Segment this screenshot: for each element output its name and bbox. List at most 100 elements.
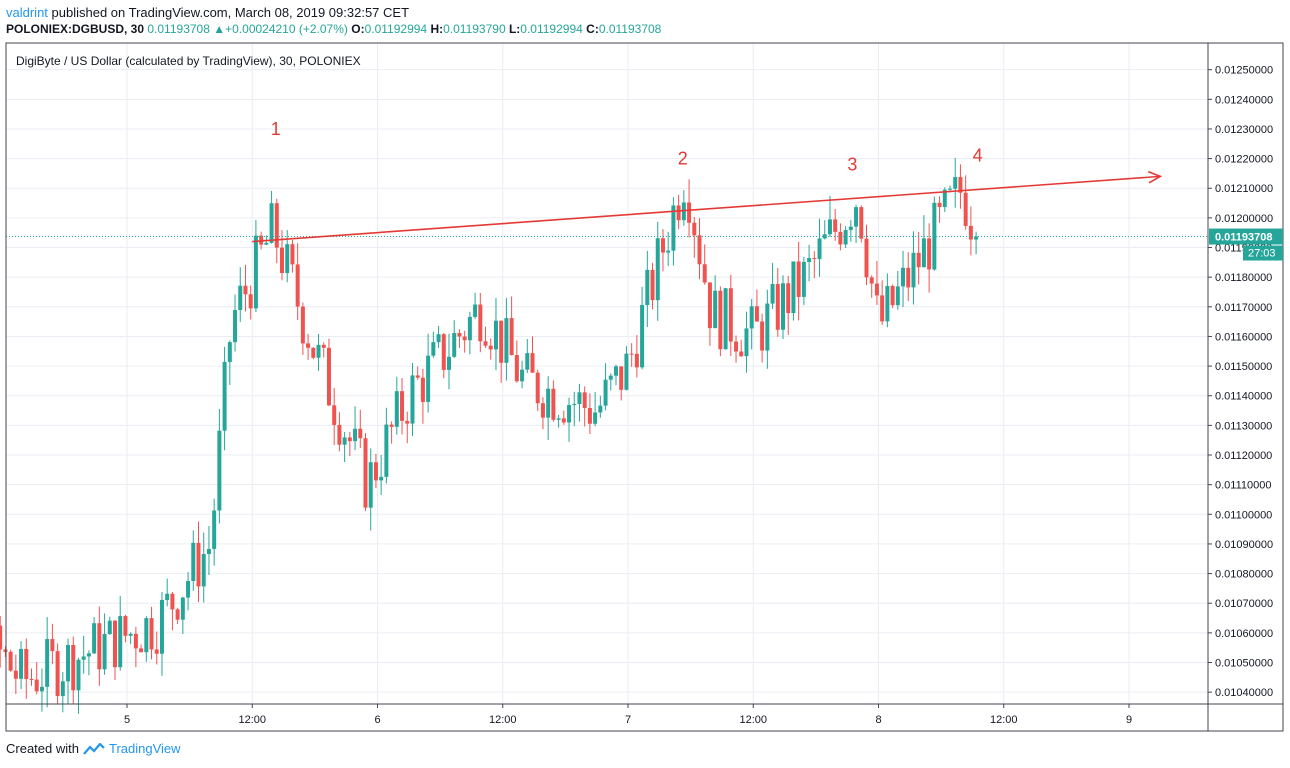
candle-body	[128, 633, 133, 636]
candle	[535, 369, 540, 411]
candle	[561, 410, 566, 425]
candle-body	[838, 231, 843, 245]
candle-body	[29, 678, 34, 680]
tradingview-brand-link[interactable]: TradingView	[108, 741, 181, 756]
candle-body	[895, 286, 900, 306]
candle-body	[692, 222, 697, 236]
candle	[326, 338, 331, 407]
candle-body	[243, 285, 248, 295]
candle-body	[848, 226, 853, 231]
candle-body	[702, 264, 707, 283]
candle-body	[807, 258, 812, 262]
candle-body	[530, 353, 535, 373]
candle	[937, 196, 942, 223]
candle	[363, 433, 368, 511]
candle	[405, 411, 410, 444]
candle	[133, 626, 138, 668]
candle	[206, 526, 211, 576]
candle	[974, 231, 979, 255]
candle	[139, 644, 144, 653]
candle-body	[718, 290, 723, 350]
candle-body	[133, 633, 138, 649]
candle-body	[191, 542, 196, 582]
candle	[572, 391, 577, 427]
candle	[655, 221, 660, 321]
candle	[874, 260, 879, 305]
candle	[66, 638, 71, 704]
price-tick-label: 0.01210000	[1215, 183, 1273, 195]
candle-body	[739, 351, 744, 357]
candle	[34, 662, 39, 695]
candle-body	[859, 207, 864, 239]
candle-body	[556, 418, 561, 420]
candle	[520, 360, 525, 389]
time-tick-label: 12:00	[489, 714, 517, 726]
candle-body	[238, 285, 243, 310]
candle	[180, 596, 185, 634]
candle	[540, 397, 545, 430]
candle-body	[671, 205, 676, 251]
candle-body	[8, 651, 13, 671]
candle	[227, 340, 232, 385]
candle	[660, 229, 665, 272]
candles	[0, 157, 979, 714]
candle	[55, 643, 60, 705]
candle	[295, 243, 300, 321]
candle-body	[504, 318, 509, 363]
candle-body	[86, 653, 91, 657]
candle-body	[796, 261, 801, 297]
candle-body	[942, 189, 947, 208]
candle	[71, 636, 76, 705]
candle	[107, 616, 112, 635]
candle-body	[874, 283, 879, 296]
candle-body	[974, 236, 979, 240]
candle	[337, 412, 342, 452]
candle	[901, 250, 906, 308]
candle	[864, 224, 869, 286]
candle-body	[587, 407, 592, 424]
price-tick-label: 0.01070000	[1215, 598, 1273, 610]
candle	[441, 332, 446, 379]
candle	[593, 391, 598, 427]
candle-body	[921, 238, 926, 268]
price-chart[interactable]: 1 2 3 4 DigiByte / US Dollar (calculated by…	[0, 0, 1290, 740]
candle	[650, 262, 655, 310]
candle-body	[118, 616, 123, 668]
candle	[582, 386, 587, 427]
candle-body	[0, 625, 3, 650]
candle	[13, 654, 18, 695]
annotation-label: 2	[678, 149, 688, 169]
candle	[493, 297, 498, 371]
candle-body	[561, 418, 566, 423]
candle	[473, 292, 478, 320]
candle-body	[660, 238, 665, 253]
candle	[556, 414, 561, 428]
high-label: H:	[430, 22, 444, 36]
time-axis[interactable]: 5 12:00 6 12:00 7 12:00 8 12:00 9	[124, 704, 1132, 726]
candle-body	[347, 437, 352, 442]
candle	[927, 223, 932, 293]
author-link[interactable]: valdrint	[6, 5, 48, 20]
candle-body	[39, 686, 44, 692]
candle-body	[394, 391, 399, 427]
candle	[81, 635, 86, 674]
candle	[869, 275, 874, 298]
candle	[671, 197, 676, 266]
price-tick-label: 0.01250000	[1215, 65, 1273, 77]
candle-body	[285, 244, 290, 273]
candle	[707, 282, 712, 346]
candle	[801, 257, 806, 306]
candle-body	[154, 649, 159, 654]
price-tick-label: 0.01170000	[1215, 302, 1272, 314]
candle	[953, 157, 958, 208]
candle	[916, 232, 921, 285]
candle-body	[253, 235, 258, 309]
price-axis[interactable]: 0.01250000 0.01240000 0.01230000 0.01220000…	[1208, 65, 1283, 699]
candle-body	[963, 192, 968, 226]
candle	[885, 273, 890, 328]
candle	[697, 218, 702, 280]
candle-body	[400, 391, 405, 421]
candle	[280, 230, 284, 281]
candle-body	[379, 476, 384, 481]
candle	[342, 431, 347, 463]
